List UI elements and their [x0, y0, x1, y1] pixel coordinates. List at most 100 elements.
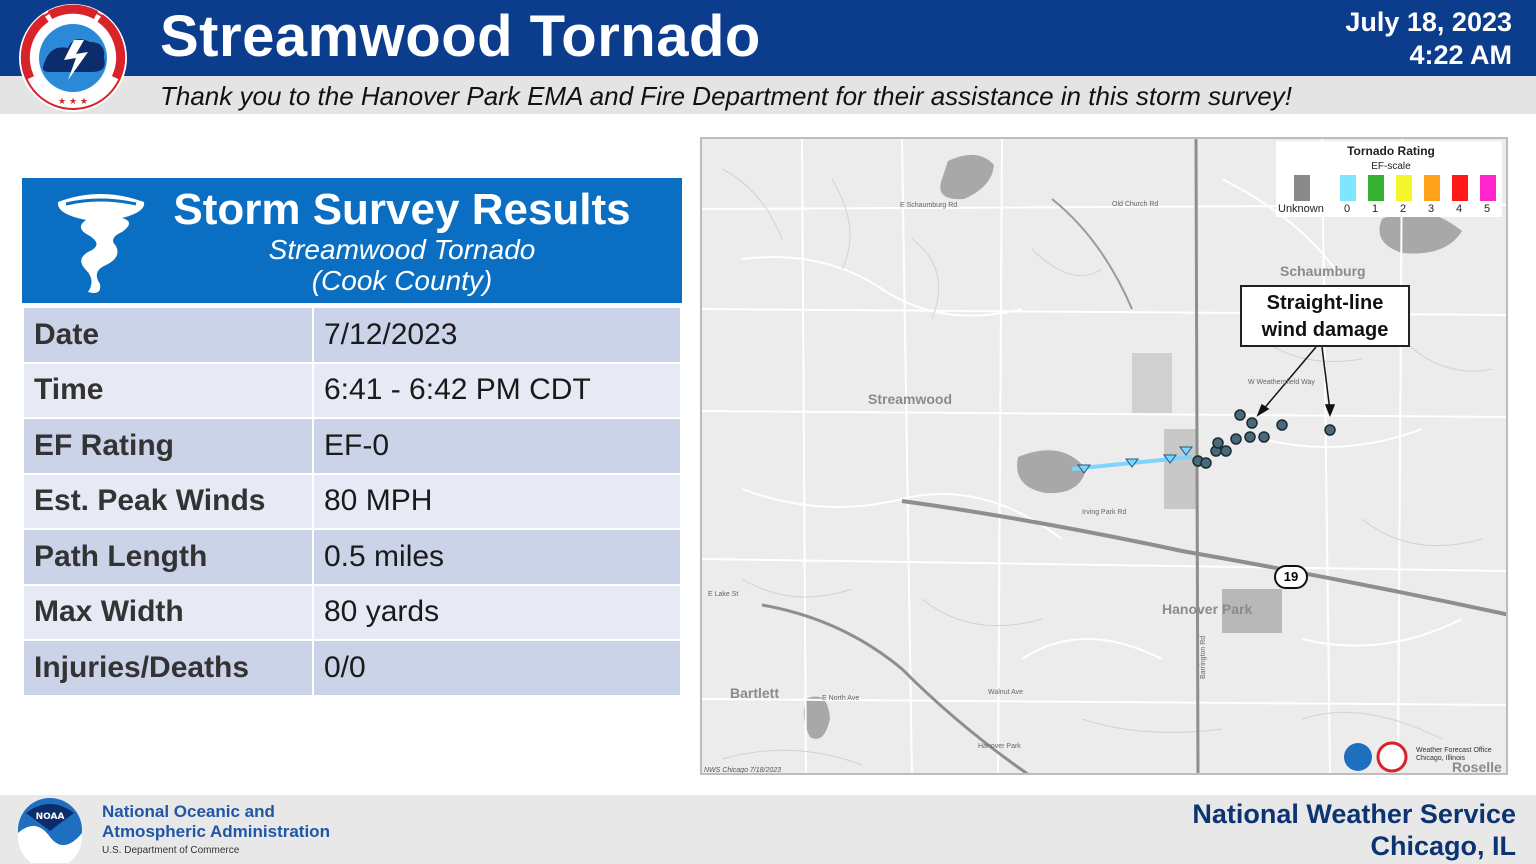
- legend-swatch: [1340, 175, 1356, 201]
- legend-subtitle: EF-scale: [1371, 161, 1411, 172]
- noaa-line: Atmospheric Administration: [102, 822, 330, 841]
- table-row: Max Width 80 yards: [22, 583, 682, 641]
- place-streamwood: Streamwood: [868, 391, 953, 407]
- lake: [803, 696, 830, 739]
- irving-park-road: [901, 499, 1506, 617]
- lake: [940, 154, 994, 200]
- legend-label: 4: [1456, 203, 1463, 215]
- table-row: Injuries/Deaths 0/0: [22, 639, 682, 697]
- page-title: Streamwood Tornado: [160, 4, 761, 69]
- table-row: Time 6:41 - 6:42 PM CDT: [22, 361, 682, 419]
- wind-damage-point: [1230, 433, 1242, 445]
- building-block: [1222, 589, 1282, 633]
- map-credit: NWS Chicago 7/18/2023: [704, 767, 782, 774]
- row-label: EF Rating: [22, 417, 314, 475]
- table-row: EF Rating EF-0: [22, 417, 682, 475]
- legend-title: Tornado Rating: [1347, 144, 1435, 158]
- building-block: [1164, 429, 1198, 509]
- lake-street: [761, 603, 1029, 773]
- wind-damage-point: [1324, 424, 1336, 436]
- wind-damage-point: [1258, 431, 1270, 443]
- results-table: Date 7/12/2023 Time 6:41 - 6:42 PM CDT EF …: [22, 306, 682, 697]
- street-label: E Lake St: [708, 591, 739, 598]
- legend-swatch: [1294, 175, 1310, 201]
- nws-logo-icon: ★ ★ ★: [19, 4, 127, 112]
- legend-label: 3: [1428, 203, 1435, 215]
- wfo-line: Chicago, Illinois: [1416, 755, 1466, 762]
- table-row: Est. Peak Winds 80 MPH: [22, 472, 682, 530]
- place-hanover-park: Hanover Park: [1162, 601, 1253, 617]
- place-schaumburg: Schaumburg: [1280, 263, 1366, 279]
- nws-line: National Weather Service: [1192, 799, 1516, 829]
- legend-label: 1: [1372, 203, 1379, 215]
- schaumburg-road: [1051, 198, 1133, 310]
- survey-results-card: Storm Survey Results Streamwood Tornado …: [22, 178, 682, 697]
- street-label: Hanover Park: [978, 743, 1021, 750]
- row-value: 6:41 - 6:42 PM CDT: [312, 361, 682, 419]
- noaa-logo-icon: NOAA: [18, 798, 82, 863]
- wind-damage-annotation: Straight-line wind damage: [1240, 285, 1410, 347]
- row-label: Injuries/Deaths: [22, 639, 314, 697]
- card-header: Storm Survey Results Streamwood Tornado …: [22, 178, 682, 306]
- row-value: 7/12/2023: [312, 306, 682, 364]
- wind-damage-point: [1220, 445, 1232, 457]
- tornado-icon: [57, 194, 145, 293]
- legend-label: 2: [1400, 203, 1407, 215]
- nws-line: Chicago, IL: [1370, 831, 1516, 861]
- noaa-name: National Oceanic and Atmospheric Adminis…: [102, 802, 330, 842]
- row-label: Path Length: [22, 528, 314, 586]
- ef0-marker: [1179, 446, 1193, 456]
- place-roselle: Roselle: [1452, 759, 1502, 775]
- row-value: 0.5 miles: [312, 528, 682, 586]
- legend-swatch: [1368, 175, 1384, 201]
- row-value: 80 MPH: [312, 472, 682, 530]
- street-label: Old Church Rd: [1112, 201, 1159, 208]
- street-label: E Schaumburg Rd: [900, 202, 958, 209]
- subheader-bar: [0, 76, 1536, 114]
- lake: [1379, 211, 1462, 254]
- tornado-name: Streamwood Tornado: [268, 234, 536, 265]
- lake: [1017, 450, 1086, 494]
- legend-swatch: [1424, 175, 1440, 201]
- wind-damage-point: [1246, 417, 1258, 429]
- row-value: EF-0: [312, 417, 682, 475]
- row-value: 80 yards: [312, 583, 682, 641]
- legend-label: 5: [1484, 203, 1491, 215]
- ef0-marker: [1125, 458, 1139, 468]
- annotation-line: Straight-line: [1266, 292, 1384, 314]
- department-name: U.S. Department of Commerce: [102, 845, 240, 856]
- row-label: Time: [22, 361, 314, 419]
- legend-swatch: [1480, 175, 1496, 201]
- noaa-mini-icon: [1344, 743, 1372, 771]
- wfo-label: Weather Forecast Office Chicago, Illinoi…: [1416, 747, 1492, 763]
- row-label: Max Width: [22, 583, 314, 641]
- issue-time: 4:22 AM: [1409, 40, 1512, 70]
- damage-map[interactable]: Schaumburg Streamwood Hanover Park Bartl…: [700, 137, 1508, 775]
- header-bar: [0, 0, 1536, 76]
- place-bartlett: Bartlett: [730, 685, 780, 701]
- ef0-marker: [1163, 454, 1177, 464]
- nws-mini-icon: [1376, 741, 1408, 773]
- legend-swatch: [1452, 175, 1468, 201]
- table-row: Date 7/12/2023: [22, 306, 682, 364]
- street-label: Irving Park Rd: [1082, 509, 1127, 516]
- map-base: [702, 139, 1506, 773]
- ef0-marker: [1077, 464, 1091, 474]
- street-label: Barrington Rd: [1200, 635, 1207, 679]
- row-label: Date: [22, 306, 314, 364]
- map-legend: Tornado Rating EF-scale Unknown 0 1 2 3 4 5: [1276, 141, 1502, 217]
- street-label: E North Ave: [822, 695, 860, 702]
- issue-datetime: July 18, 2023 4:22 AM: [1345, 6, 1512, 72]
- wind-damage-point: [1244, 431, 1256, 443]
- card-title: Storm Survey Results: [173, 185, 631, 234]
- route-19-shield: 19: [1274, 565, 1308, 589]
- footer-bar: [0, 795, 1536, 864]
- acknowledgement-text: Thank you to the Hanover Park EMA and Fi…: [160, 81, 1292, 111]
- annotation-line: wind damage: [1261, 319, 1389, 341]
- svg-text:NOAA: NOAA: [36, 812, 65, 822]
- svg-text:★ ★ ★: ★ ★ ★: [58, 97, 88, 107]
- nws-office-name: National Weather Service Chicago, IL: [1192, 798, 1516, 862]
- legend-swatch: [1396, 175, 1412, 201]
- row-label: Est. Peak Winds: [22, 472, 314, 530]
- building-block: [1132, 353, 1172, 413]
